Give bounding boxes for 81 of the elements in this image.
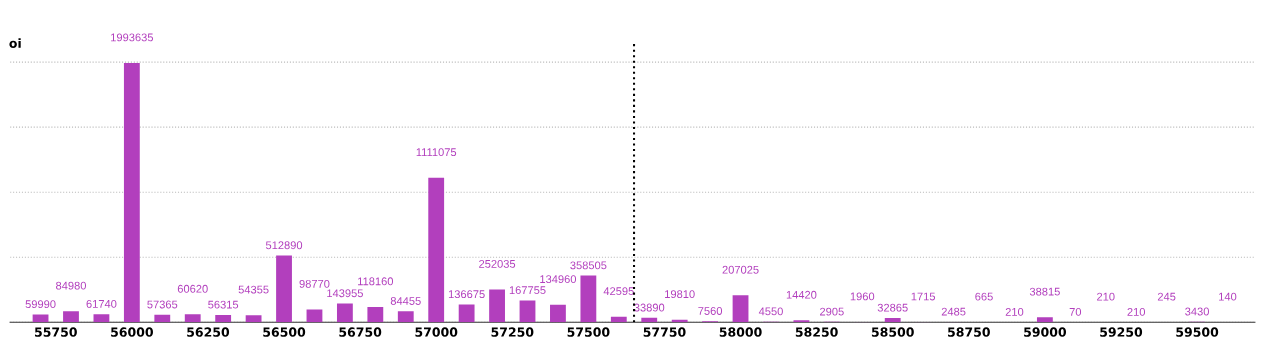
bar <box>1036 317 1053 323</box>
data-label: 33890 <box>634 303 665 312</box>
bar <box>123 62 140 323</box>
data-label: 7560 <box>698 307 723 315</box>
data-label: 14420 <box>786 290 817 299</box>
x-tick-label: 56000 <box>111 327 153 337</box>
y-axis-title: oi <box>9 38 21 48</box>
data-label: 210 <box>1127 307 1146 316</box>
x-tick-label: 58250 <box>795 327 838 337</box>
x-tick-label: 57500 <box>567 327 610 337</box>
data-label: 19810 <box>665 290 695 299</box>
data-label: 512890 <box>265 241 303 250</box>
data-label: 38815 <box>1029 287 1060 296</box>
x-tick-label: 57000 <box>415 327 458 337</box>
data-label: 84980 <box>56 281 86 290</box>
x-tick-label: 57250 <box>491 327 534 337</box>
bar <box>580 275 597 323</box>
data-label: 60620 <box>177 284 208 293</box>
x-tick-label: 58750 <box>948 327 990 337</box>
data-label: 1111075 <box>416 148 457 157</box>
bar <box>93 314 110 323</box>
data-label: 56315 <box>208 300 239 309</box>
bar <box>884 317 901 323</box>
bar <box>489 289 505 323</box>
data-label: 2485 <box>941 307 966 316</box>
data-label: 1715 <box>911 292 936 301</box>
data-label: 4550 <box>758 307 783 316</box>
data-label: 98770 <box>299 279 330 288</box>
bar <box>184 314 201 323</box>
x-tick-label: 59000 <box>1024 327 1067 337</box>
data-label: 1993635 <box>111 33 154 42</box>
x-tick-label: 56750 <box>339 327 382 337</box>
data-label: 54355 <box>238 285 269 294</box>
data-label: 118160 <box>358 277 394 286</box>
bar <box>154 314 171 323</box>
x-tick-label: 57750 <box>643 327 686 337</box>
data-label: 59990 <box>25 300 56 309</box>
x-tick-label: 56500 <box>263 327 306 337</box>
data-label: 61740 <box>86 299 117 308</box>
bar <box>550 304 566 323</box>
bar <box>428 177 445 323</box>
data-label: 210 <box>1005 307 1024 316</box>
bar <box>610 316 627 323</box>
data-label: 143955 <box>327 289 363 298</box>
bar <box>336 303 353 323</box>
bar <box>276 255 292 323</box>
bar <box>732 295 749 323</box>
data-label: 32865 <box>877 303 908 312</box>
bar <box>245 315 262 323</box>
x-tick-label: 56250 <box>187 327 230 337</box>
bar <box>215 314 232 323</box>
x-tick-label: 55750 <box>34 327 77 337</box>
data-label: 140 <box>1219 292 1237 301</box>
data-label: 2905 <box>820 307 844 316</box>
data-label: 358505 <box>570 261 607 270</box>
data-label: 136675 <box>448 290 485 299</box>
data-label: 210 <box>1097 292 1115 301</box>
data-label: 252035 <box>479 259 516 268</box>
bar <box>306 309 323 323</box>
data-label: 134960 <box>540 275 577 284</box>
x-tick-label: 58500 <box>871 327 914 337</box>
bar <box>32 314 49 323</box>
x-tick-label: 59500 <box>1176 327 1219 337</box>
bar <box>641 317 658 323</box>
bar <box>397 311 414 323</box>
data-label: 245 <box>1157 292 1176 301</box>
data-label: 84455 <box>390 297 421 305</box>
data-label: 3430 <box>1185 307 1209 316</box>
bar <box>519 300 536 323</box>
bar <box>458 304 475 323</box>
x-tick-label: 59250 <box>1100 327 1143 337</box>
data-label: 665 <box>975 292 993 301</box>
data-label: 42595 <box>603 287 634 296</box>
data-label: 207025 <box>722 265 759 274</box>
bar <box>63 311 79 323</box>
x-tick-label: 58000 <box>719 327 762 337</box>
data-label: 57365 <box>147 300 178 309</box>
data-label: 1960 <box>850 292 875 301</box>
bar <box>367 306 384 323</box>
data-label: 70 <box>1069 308 1082 316</box>
data-label: 167755 <box>509 286 546 295</box>
